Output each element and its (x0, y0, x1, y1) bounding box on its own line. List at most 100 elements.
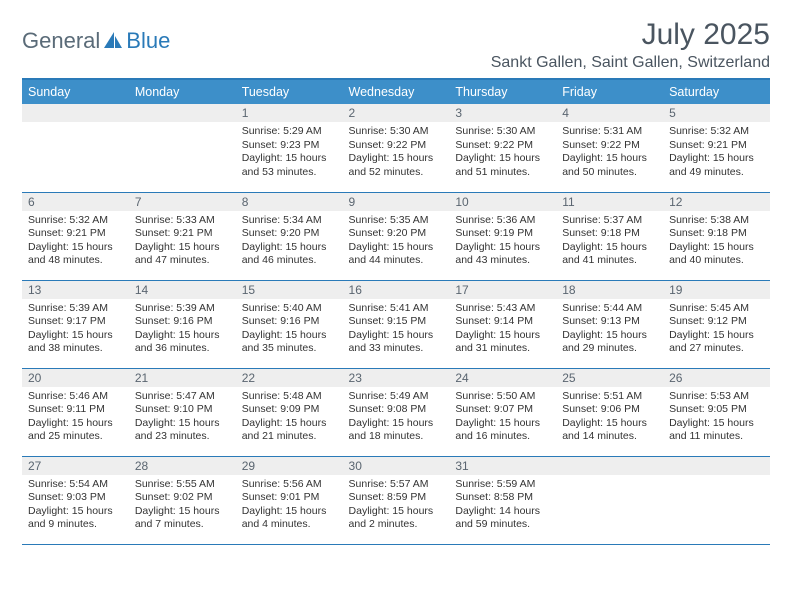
sunrise-text: Sunrise: 5:40 AM (242, 302, 337, 316)
calendar-day-cell: 8Sunrise: 5:34 AMSunset: 9:20 PMDaylight… (236, 192, 343, 280)
calendar-day-cell: 29Sunrise: 5:56 AMSunset: 9:01 PMDayligh… (236, 456, 343, 544)
day-number: 31 (449, 457, 556, 475)
day-details: Sunrise: 5:44 AMSunset: 9:13 PMDaylight:… (556, 299, 663, 361)
calendar-day-cell: 25Sunrise: 5:51 AMSunset: 9:06 PMDayligh… (556, 368, 663, 456)
day-details: Sunrise: 5:33 AMSunset: 9:21 PMDaylight:… (129, 211, 236, 273)
calendar-week-row: 13Sunrise: 5:39 AMSunset: 9:17 PMDayligh… (22, 280, 770, 368)
day-details: Sunrise: 5:57 AMSunset: 8:59 PMDaylight:… (343, 475, 450, 537)
calendar-day-cell: 18Sunrise: 5:44 AMSunset: 9:13 PMDayligh… (556, 280, 663, 368)
sunset-text: Sunset: 9:02 PM (135, 491, 230, 505)
day-details: Sunrise: 5:35 AMSunset: 9:20 PMDaylight:… (343, 211, 450, 273)
calendar-day-cell: 13Sunrise: 5:39 AMSunset: 9:17 PMDayligh… (22, 280, 129, 368)
calendar-day-cell (22, 104, 129, 192)
day-number: 25 (556, 369, 663, 387)
day-number: 22 (236, 369, 343, 387)
sunset-text: Sunset: 9:11 PM (28, 403, 123, 417)
sunset-text: Sunset: 9:16 PM (242, 315, 337, 329)
sunset-text: Sunset: 9:08 PM (349, 403, 444, 417)
day-number: 8 (236, 193, 343, 211)
daylight-text: Daylight: 15 hours and 53 minutes. (242, 152, 337, 179)
day-details: Sunrise: 5:56 AMSunset: 9:01 PMDaylight:… (236, 475, 343, 537)
calendar-day-cell: 24Sunrise: 5:50 AMSunset: 9:07 PMDayligh… (449, 368, 556, 456)
sunrise-text: Sunrise: 5:53 AM (669, 390, 764, 404)
day-number: 28 (129, 457, 236, 475)
calendar-week-row: 1Sunrise: 5:29 AMSunset: 9:23 PMDaylight… (22, 104, 770, 192)
day-details: Sunrise: 5:31 AMSunset: 9:22 PMDaylight:… (556, 122, 663, 184)
sunset-text: Sunset: 9:21 PM (669, 139, 764, 153)
sunrise-text: Sunrise: 5:30 AM (349, 125, 444, 139)
sunset-text: Sunset: 9:18 PM (562, 227, 657, 241)
daylight-text: Daylight: 14 hours and 59 minutes. (455, 505, 550, 532)
day-number (129, 104, 236, 122)
sunset-text: Sunset: 9:17 PM (28, 315, 123, 329)
daylight-text: Daylight: 15 hours and 29 minutes. (562, 329, 657, 356)
daylight-text: Daylight: 15 hours and 14 minutes. (562, 417, 657, 444)
day-number: 5 (663, 104, 770, 122)
day-details: Sunrise: 5:53 AMSunset: 9:05 PMDaylight:… (663, 387, 770, 449)
day-number: 21 (129, 369, 236, 387)
daylight-text: Daylight: 15 hours and 48 minutes. (28, 241, 123, 268)
sunrise-text: Sunrise: 5:51 AM (562, 390, 657, 404)
daylight-text: Daylight: 15 hours and 40 minutes. (669, 241, 764, 268)
day-details: Sunrise: 5:32 AMSunset: 9:21 PMDaylight:… (663, 122, 770, 184)
brand-text-2: Blue (126, 28, 170, 54)
daylight-text: Daylight: 15 hours and 4 minutes. (242, 505, 337, 532)
sunrise-text: Sunrise: 5:37 AM (562, 214, 657, 228)
day-number: 29 (236, 457, 343, 475)
sunrise-text: Sunrise: 5:39 AM (28, 302, 123, 316)
day-number (663, 457, 770, 475)
sunrise-text: Sunrise: 5:34 AM (242, 214, 337, 228)
sunset-text: Sunset: 9:21 PM (28, 227, 123, 241)
day-details: Sunrise: 5:55 AMSunset: 9:02 PMDaylight:… (129, 475, 236, 537)
weekday-header: Saturday (663, 80, 770, 104)
calendar-day-cell: 6Sunrise: 5:32 AMSunset: 9:21 PMDaylight… (22, 192, 129, 280)
sunset-text: Sunset: 9:03 PM (28, 491, 123, 505)
sunrise-text: Sunrise: 5:30 AM (455, 125, 550, 139)
daylight-text: Daylight: 15 hours and 50 minutes. (562, 152, 657, 179)
weekday-header: Thursday (449, 80, 556, 104)
sunrise-text: Sunrise: 5:39 AM (135, 302, 230, 316)
sunrise-text: Sunrise: 5:57 AM (349, 478, 444, 492)
calendar-day-cell: 22Sunrise: 5:48 AMSunset: 9:09 PMDayligh… (236, 368, 343, 456)
calendar-body: 1Sunrise: 5:29 AMSunset: 9:23 PMDaylight… (22, 104, 770, 544)
sunrise-text: Sunrise: 5:59 AM (455, 478, 550, 492)
day-details: Sunrise: 5:51 AMSunset: 9:06 PMDaylight:… (556, 387, 663, 449)
daylight-text: Daylight: 15 hours and 18 minutes. (349, 417, 444, 444)
day-number: 4 (556, 104, 663, 122)
calendar-day-cell: 9Sunrise: 5:35 AMSunset: 9:20 PMDaylight… (343, 192, 450, 280)
day-number: 14 (129, 281, 236, 299)
sail-icon (102, 30, 124, 52)
sunset-text: Sunset: 9:22 PM (455, 139, 550, 153)
brand-logo: General Blue (22, 28, 170, 54)
day-number: 7 (129, 193, 236, 211)
sunrise-text: Sunrise: 5:48 AM (242, 390, 337, 404)
sunrise-text: Sunrise: 5:36 AM (455, 214, 550, 228)
day-number: 2 (343, 104, 450, 122)
sunrise-text: Sunrise: 5:55 AM (135, 478, 230, 492)
calendar-day-cell (663, 456, 770, 544)
calendar-day-cell: 2Sunrise: 5:30 AMSunset: 9:22 PMDaylight… (343, 104, 450, 192)
location-text: Sankt Gallen, Saint Gallen, Switzerland (491, 54, 770, 72)
sunset-text: Sunset: 9:22 PM (562, 139, 657, 153)
day-details: Sunrise: 5:36 AMSunset: 9:19 PMDaylight:… (449, 211, 556, 273)
day-number: 26 (663, 369, 770, 387)
daylight-text: Daylight: 15 hours and 38 minutes. (28, 329, 123, 356)
daylight-text: Daylight: 15 hours and 16 minutes. (455, 417, 550, 444)
daylight-text: Daylight: 15 hours and 49 minutes. (669, 152, 764, 179)
daylight-text: Daylight: 15 hours and 31 minutes. (455, 329, 550, 356)
sunrise-text: Sunrise: 5:32 AM (669, 125, 764, 139)
day-number: 3 (449, 104, 556, 122)
sunset-text: Sunset: 9:19 PM (455, 227, 550, 241)
day-number: 27 (22, 457, 129, 475)
day-number: 10 (449, 193, 556, 211)
day-details: Sunrise: 5:39 AMSunset: 9:16 PMDaylight:… (129, 299, 236, 361)
weekday-header: Tuesday (236, 80, 343, 104)
sunset-text: Sunset: 8:59 PM (349, 491, 444, 505)
calendar-day-cell: 26Sunrise: 5:53 AMSunset: 9:05 PMDayligh… (663, 368, 770, 456)
daylight-text: Daylight: 15 hours and 41 minutes. (562, 241, 657, 268)
calendar-day-cell: 5Sunrise: 5:32 AMSunset: 9:21 PMDaylight… (663, 104, 770, 192)
day-number: 11 (556, 193, 663, 211)
day-details: Sunrise: 5:30 AMSunset: 9:22 PMDaylight:… (449, 122, 556, 184)
calendar-week-row: 20Sunrise: 5:46 AMSunset: 9:11 PMDayligh… (22, 368, 770, 456)
daylight-text: Daylight: 15 hours and 36 minutes. (135, 329, 230, 356)
